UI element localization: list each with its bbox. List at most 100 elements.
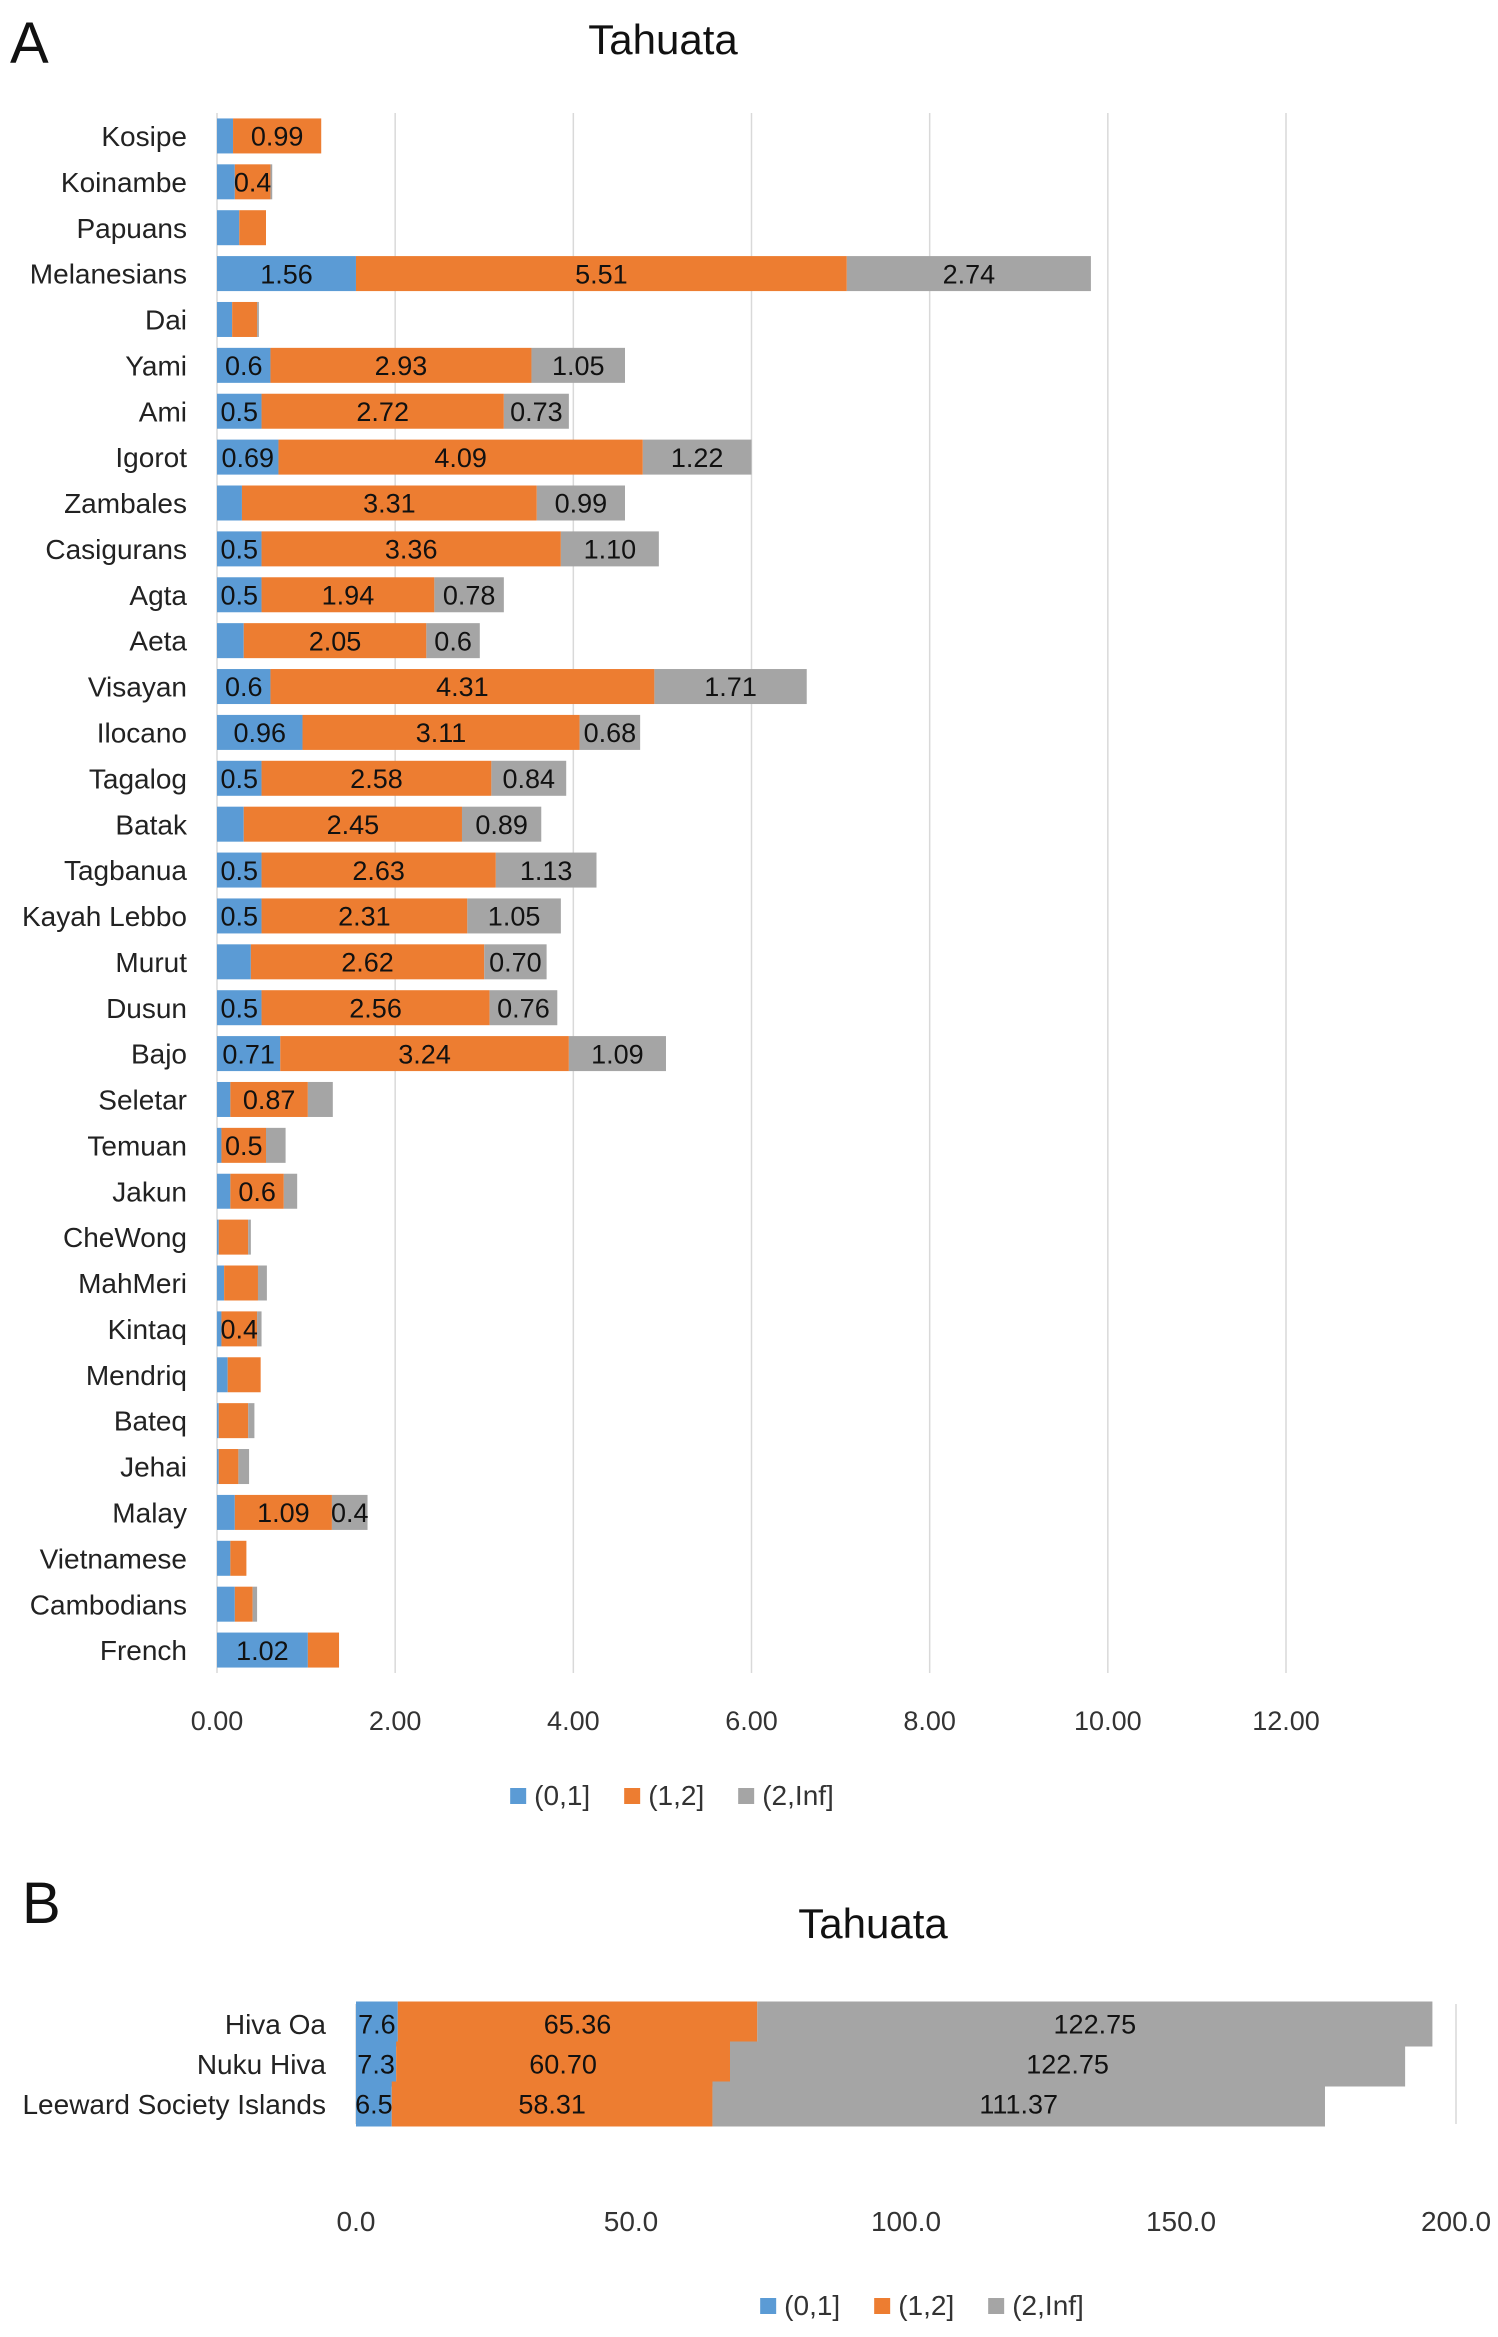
bar-segment [217, 1494, 235, 1530]
category-label: Dusun [106, 993, 187, 1024]
bar-segment [221, 1127, 266, 1163]
data-label: 3.11 [416, 718, 467, 748]
data-label: 1.94 [322, 580, 375, 610]
chart-title: Tahuata [588, 16, 738, 63]
bar-segment [217, 1219, 219, 1255]
data-label: 0.68 [584, 718, 637, 748]
bar-segment [531, 347, 626, 383]
bar-segment [257, 1311, 262, 1347]
data-label: 0.5 [220, 993, 258, 1023]
bar-segment [302, 714, 580, 750]
data-label: 2.58 [350, 764, 403, 794]
bar-segment [307, 1081, 333, 1117]
legend: (0,1] (1,2] (2,Inf] [760, 2290, 1084, 2322]
data-label: 0.5 [220, 535, 258, 565]
data-label: 0.84 [503, 764, 556, 794]
bar-segment [241, 485, 537, 521]
bar-segment [261, 760, 492, 796]
bar-segment [257, 301, 259, 337]
bar-segment [217, 164, 235, 200]
category-label: Visayan [88, 672, 187, 703]
category-label: Malay [112, 1497, 187, 1528]
category-label: French [100, 1635, 187, 1666]
bar-segment [217, 1311, 222, 1347]
legend-label: (1,2] [898, 2290, 955, 2321]
category-label: Bajo [131, 1039, 187, 1070]
category-label: Temuan [87, 1130, 187, 1161]
data-label: 1.71 [704, 672, 757, 702]
data-label: 2.72 [356, 397, 409, 427]
data-label: 60.70 [529, 2050, 597, 2080]
data-label: 3.24 [398, 1039, 451, 1069]
bar-segment [356, 2041, 397, 2087]
x-tick-label: 2.00 [369, 1706, 422, 1736]
bar-segment [218, 1219, 249, 1255]
category-label: Aeta [129, 626, 187, 657]
category-label: Dai [145, 305, 187, 336]
data-label: 6.5 [355, 2090, 393, 2120]
data-label: 3.31 [363, 489, 416, 519]
bar-segment [217, 1449, 219, 1485]
bar-segment [234, 164, 271, 200]
bar-segment [461, 806, 542, 842]
bar-segment [503, 393, 569, 429]
bar-segment [426, 623, 480, 659]
category-label: Cambodians [30, 1589, 187, 1620]
data-label: 1.05 [552, 351, 605, 381]
bar-segment [217, 1403, 219, 1439]
x-tick-label: 6.00 [725, 1706, 778, 1736]
bar-segment [265, 1127, 286, 1163]
data-label: 0.89 [475, 810, 528, 840]
data-label: 1.05 [488, 902, 541, 932]
bar-segment [397, 2001, 758, 2047]
category-label: Nuku Hiva [197, 2049, 327, 2080]
bar-segment [642, 439, 752, 475]
bar-segment [217, 669, 271, 705]
bar-segment [232, 301, 258, 337]
category-label: CheWong [63, 1222, 187, 1253]
data-label: 0.5 [225, 1131, 263, 1161]
bar-segment [217, 852, 262, 888]
bar-segment [536, 485, 626, 521]
bar-segment [224, 1265, 258, 1301]
bar-segment [230, 1173, 284, 1209]
legend-swatch [738, 1788, 755, 1804]
bar-chart-b: 0.0 50.0 100.0 150.0 200.0 Hiva Oa 7.6 65.36 122… [22, 2001, 1491, 2237]
legend-swatch [988, 2298, 1005, 2314]
bar-segment [495, 852, 597, 888]
data-label: 1.13 [520, 856, 573, 886]
legend-item: (1,2] [874, 2290, 954, 2322]
category-label: Agta [129, 580, 187, 611]
bar-chart-a: 0.00 2.00 4.00 6.00 8.00 10.00 12.00 Kosipe 0.99… [22, 113, 1320, 1736]
bar-segment [218, 1403, 249, 1439]
legend-swatch [874, 2298, 891, 2314]
data-label: 0.99 [251, 122, 304, 152]
category-label: Leeward Society Islands [22, 2089, 326, 2120]
bar-segment [221, 1311, 258, 1347]
bar-segment [217, 1036, 281, 1072]
data-label: 0.70 [489, 948, 542, 978]
legend: (0,1] (1,2] (2,Inf] [510, 1780, 834, 1812]
data-label: 7.6 [358, 2010, 396, 2040]
bar-segment [217, 623, 244, 659]
panel-label: B [22, 1871, 61, 1936]
bar-segment [712, 2081, 1325, 2127]
chart-title: Tahuata [798, 1900, 948, 1947]
category-label: Kosipe [101, 121, 187, 152]
data-label: 0.71 [222, 1039, 275, 1069]
bar-segment [846, 256, 1091, 292]
bar-segment [217, 760, 262, 796]
category-label: Ilocano [97, 717, 187, 748]
data-label: 0.5 [220, 397, 258, 427]
category-label: Kintaq [108, 1314, 187, 1345]
bar-segment [654, 669, 807, 705]
legend-label: (0,1] [534, 1780, 591, 1811]
data-label: 0.5 [220, 856, 258, 886]
data-label: 0.5 [220, 764, 258, 794]
bar-segment [484, 944, 547, 980]
bar-segment [243, 806, 462, 842]
legend-label: (2,Inf] [1012, 2290, 1084, 2321]
bar-segment [252, 1586, 258, 1622]
data-label: 0.78 [443, 580, 496, 610]
bar-segment [217, 1173, 231, 1209]
